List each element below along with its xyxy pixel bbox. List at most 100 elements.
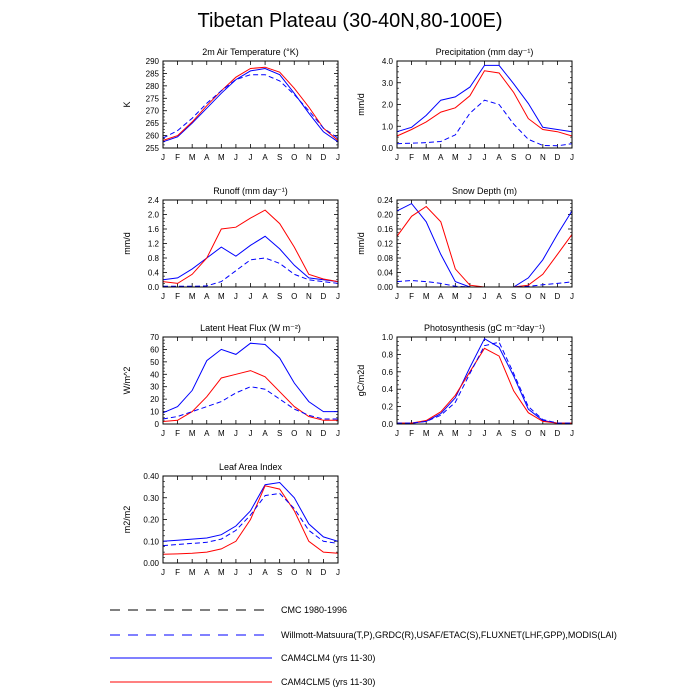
series-line-2 xyxy=(162,209,339,284)
x-tick-label: M xyxy=(189,153,196,162)
y-tick-label: 2.0 xyxy=(148,211,160,220)
y-tick-label: 20 xyxy=(150,395,159,404)
plot-frame xyxy=(162,199,339,288)
x-tick-label: A xyxy=(438,153,444,162)
y-tick-label: 280 xyxy=(146,82,160,91)
x-tick-label: J xyxy=(336,292,340,301)
x-tick-label: D xyxy=(555,429,561,438)
x-tick-label: A xyxy=(262,292,268,301)
x-tick-label: J xyxy=(336,153,340,162)
series-line-3 xyxy=(162,74,339,139)
chart-panel-6: Photosynthesis (gC m⁻²day⁻¹) gC/m2d 0.0 0.2… xyxy=(356,323,574,438)
y-tick-label: 10 xyxy=(150,408,159,417)
x-tick-label: A xyxy=(204,153,210,162)
y-axis-label: mm/d xyxy=(356,93,366,116)
x-tick-label: S xyxy=(511,153,516,162)
series-line-1 xyxy=(396,64,573,133)
y-tick-label: 1.0 xyxy=(382,122,394,131)
series-line-2 xyxy=(162,66,339,141)
y-tick-label: 260 xyxy=(146,132,160,141)
x-tick-label: J xyxy=(249,568,253,577)
x-tick-label: O xyxy=(291,292,297,301)
x-tick-label: M xyxy=(218,568,225,577)
y-tick-label: 30 xyxy=(150,383,159,392)
series-line-1 xyxy=(162,342,338,414)
x-tick-label: N xyxy=(540,429,546,438)
y-tick-label: 0.12 xyxy=(377,240,393,249)
y-tick-label: 290 xyxy=(146,57,160,66)
y-tick-label: 1.2 xyxy=(148,240,160,249)
chart-panel-1: 2m Air Temperature (°K) K 255 260 265 270 275 2… xyxy=(122,47,340,162)
series-line-2 xyxy=(396,70,573,137)
y-tick-label: 255 xyxy=(146,144,160,153)
y-axis-label: K xyxy=(122,101,132,107)
y-axis-label: mm/d xyxy=(356,232,366,255)
chart-panel-7: Leaf Area Index m2/m2 0.00 0.10 0.20 0.30 0.40… xyxy=(122,462,340,577)
y-tick-label: 2.0 xyxy=(382,101,394,110)
x-tick-label: A xyxy=(496,429,502,438)
x-tick-label: A xyxy=(204,292,210,301)
series-line-3 xyxy=(397,341,572,424)
series-line-2 xyxy=(162,485,339,555)
series-line-3 xyxy=(162,492,339,547)
x-tick-label: A xyxy=(496,153,502,162)
x-tick-label: S xyxy=(277,153,282,162)
y-tick-label: 4.0 xyxy=(382,57,394,66)
chart-title: Leaf Area Index xyxy=(219,462,283,472)
x-tick-label: M xyxy=(218,292,225,301)
x-tick-label: J xyxy=(570,153,574,162)
x-tick-label: M xyxy=(423,153,430,162)
chart-title: Snow Depth (m) xyxy=(452,186,517,196)
x-tick-label: J xyxy=(483,292,487,301)
series-line-3 xyxy=(396,99,573,147)
y-tick-label: 285 xyxy=(146,69,160,78)
x-tick-label: J xyxy=(483,153,487,162)
y-tick-label: 0.2 xyxy=(382,403,394,412)
x-tick-label: J xyxy=(468,292,472,301)
x-tick-label: D xyxy=(321,153,327,162)
y-axis-label: W/m^2 xyxy=(122,367,132,395)
legend-label-1: CMC 1980-1996 xyxy=(281,605,347,615)
x-tick-label: D xyxy=(321,429,327,438)
x-tick-label: J xyxy=(570,429,574,438)
x-tick-label: O xyxy=(525,292,531,301)
y-tick-label: 0.40 xyxy=(143,472,159,481)
chart-panel-5: Latent Heat Flux (W m⁻²) W/m^2 0 10 20 30 40 50… xyxy=(122,323,340,438)
y-tick-label: 70 xyxy=(150,333,159,342)
x-tick-label: A xyxy=(204,429,210,438)
plot-frame xyxy=(396,60,573,149)
plot-frame xyxy=(396,199,573,288)
chart-title: Precipitation (mm day⁻¹) xyxy=(436,47,534,57)
y-tick-label: 0.00 xyxy=(143,559,159,568)
x-tick-label: J xyxy=(395,153,399,162)
series-line-3 xyxy=(396,279,573,288)
x-tick-label: M xyxy=(189,429,196,438)
chart-title: Photosynthesis (gC m⁻²day⁻¹) xyxy=(424,323,545,333)
x-tick-label: M xyxy=(452,292,459,301)
figure-title: Tibetan Plateau (30-40N,80-100E) xyxy=(197,10,503,32)
y-tick-label: 0 xyxy=(155,420,160,429)
series-line-1 xyxy=(162,481,339,542)
y-tick-label: 1.0 xyxy=(382,333,394,342)
x-tick-label: F xyxy=(409,292,414,301)
y-tick-label: 0.8 xyxy=(148,254,160,263)
x-tick-label: J xyxy=(249,429,253,438)
legend-label-2: Willmott-Matsuura(T,P),GRDC(R),USAF/ETAC… xyxy=(281,630,617,640)
chart-title: Latent Heat Flux (W m⁻²) xyxy=(200,323,301,333)
x-tick-label: O xyxy=(525,153,531,162)
x-tick-label: N xyxy=(306,153,312,162)
y-tick-label: 0.0 xyxy=(382,420,394,429)
x-tick-label: M xyxy=(189,568,196,577)
series-line-2 xyxy=(162,370,338,422)
x-tick-label: D xyxy=(555,153,561,162)
x-tick-label: O xyxy=(291,429,297,438)
x-tick-label: M xyxy=(218,429,225,438)
x-tick-label: A xyxy=(496,292,502,301)
x-tick-label: F xyxy=(175,292,180,301)
y-axis-label: mm/d xyxy=(122,232,132,255)
x-tick-label: D xyxy=(321,568,327,577)
plot-frame xyxy=(162,475,339,564)
x-tick-label: A xyxy=(438,429,444,438)
series-line-1 xyxy=(397,337,572,424)
